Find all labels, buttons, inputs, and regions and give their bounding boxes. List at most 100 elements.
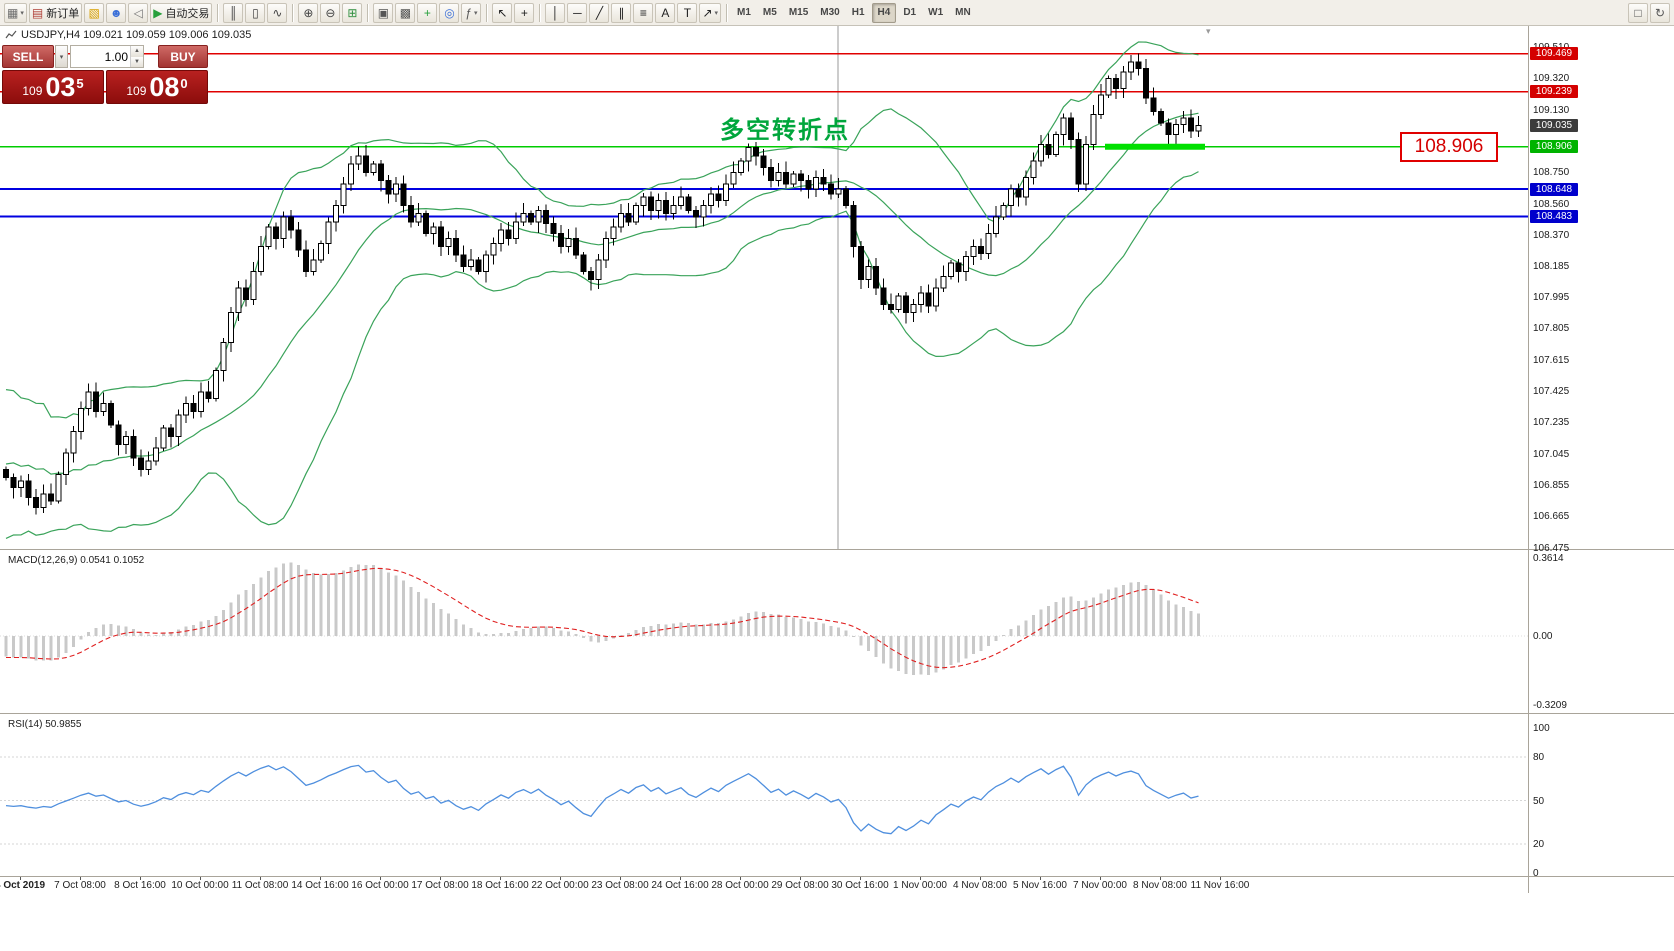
rsi-panel[interactable] (0, 715, 1528, 876)
main-chart[interactable] (0, 26, 1528, 549)
vertical-line-button[interactable]: │ (545, 2, 566, 23)
time-axis-label: 8 Oct 16:00 (114, 880, 166, 891)
one-click-price-row: 109 03 5 109 08 0 (2, 70, 208, 104)
one-click-order-row: SELL ▾ ▲ ▼ BUY (2, 45, 208, 68)
sell-button[interactable]: SELL (2, 45, 54, 68)
time-axis-tick (860, 877, 861, 880)
price-axis-label: 20 (1533, 839, 1545, 850)
arrows-button[interactable]: ↗ ▾ (699, 2, 722, 23)
time-axis-label: 24 Oct 16:00 (651, 880, 709, 891)
buy-price-point: 0 (180, 76, 188, 91)
volume-down-icon[interactable]: ▼ (131, 56, 143, 67)
price-axis-badge: 109.469 (1530, 47, 1578, 61)
text-icon: A (661, 5, 670, 20)
bar-chart-button[interactable]: ║ (223, 2, 244, 23)
time-axis-tick (20, 877, 21, 880)
time-axis[interactable]: 4 Oct 2019 7 Oct 08:00 8 Oct 16:00 10 Oct 0… (0, 877, 1528, 893)
trendline-button[interactable]: ╱ (589, 2, 610, 23)
time-axis-tick (560, 877, 561, 880)
cursor-button[interactable]: ↖ (492, 2, 513, 23)
candle-chart-button[interactable]: ▯ (245, 2, 266, 23)
channel-button[interactable]: ∥ (611, 2, 632, 23)
arrange-windows-button[interactable]: ▩ (395, 2, 416, 23)
refresh-icon: ↻ (1654, 5, 1666, 20)
templates-button[interactable]: ▧ (84, 2, 105, 23)
zoom-in-button[interactable]: ⊕ (298, 2, 319, 23)
new-chart-button[interactable]: ▦ ▾ (4, 2, 27, 23)
horizontal-line-icon: ─ (573, 5, 582, 20)
tf-w1-button[interactable]: W1 (923, 3, 948, 23)
fibonacci-button[interactable]: ≡ (633, 2, 654, 23)
volume-input[interactable] (71, 46, 130, 67)
volume-spinner: ▲ ▼ (130, 46, 143, 67)
depth-of-market-button[interactable]: ◎ (439, 2, 460, 23)
tf-d1-button[interactable]: D1 (898, 3, 921, 23)
chart-shift-marker-icon[interactable]: ▾ (1206, 26, 1211, 36)
time-axis-label: 11 Nov 16:00 (1190, 880, 1250, 891)
time-axis-label: 29 Oct 08:00 (771, 880, 829, 891)
price-axis-label: 0.00 (1533, 631, 1553, 642)
time-axis-tick (620, 877, 621, 880)
arrange-windows-icon: ▩ (399, 5, 412, 20)
trendline-icon: ╱ (595, 5, 604, 20)
tf-h4-button[interactable]: H4 (871, 2, 897, 23)
label-button[interactable]: T (677, 2, 698, 23)
text-button[interactable]: A (655, 2, 676, 23)
profiles-button[interactable]: ☻ (106, 2, 127, 23)
macd-label: MACD(12,26,9) 0.0541 0.1052 (8, 555, 145, 566)
time-axis-label: 7 Nov 00:00 (1073, 880, 1127, 891)
price-axis-badge: 109.239 (1530, 85, 1578, 99)
alerts-icon: ◁ (133, 5, 143, 20)
indicators-button[interactable]: ƒ ▾ (461, 2, 482, 23)
price-axis-badge: 108.483 (1530, 209, 1578, 223)
tf-m1-button-label: M1 (737, 7, 751, 18)
sell-price-pips: 03 (45, 71, 76, 102)
price-callout-label[interactable]: 108.906 (1400, 132, 1498, 162)
time-axis-label: 18 Oct 16:00 (471, 880, 529, 891)
price-axis-label: 100 (1533, 723, 1550, 734)
price-axis-label: 108.560 (1533, 198, 1570, 210)
new-order-button[interactable]: ▤ 新订单 (28, 2, 83, 23)
window-button[interactable]: □ (1628, 2, 1648, 23)
volume-up-icon[interactable]: ▲ (131, 46, 143, 57)
time-axis-tick (1040, 877, 1041, 880)
toolbar-items: ▦ ▾ ▤ 新订单 ▧ ☻ ◁ ▶ 自动交易 ║ ▯ ∿ ⊕ ⊖ ⊞ ▣ ▩ + ◎ ƒ ▾ ↖ + │ ─ ╱ ∥ ≡ A T ↗ ▾ M1 M… (3, 0, 977, 25)
autotrading-button[interactable]: ▶ 自动交易 (150, 2, 213, 23)
tf-m15-button[interactable]: M15 (784, 3, 813, 23)
macd-panel[interactable] (0, 551, 1528, 712)
line-chart-button[interactable]: ∿ (267, 2, 288, 23)
tf-m1-button[interactable]: M1 (732, 3, 756, 23)
tile-windows-button[interactable]: ⊞ (342, 2, 363, 23)
time-axis-label: 7 Oct 08:00 (54, 880, 106, 891)
dropdown-icon: ▾ (20, 9, 24, 17)
horizontal-line-button[interactable]: ─ (567, 2, 588, 23)
buy-price-display[interactable]: 109 08 0 (106, 70, 208, 104)
time-axis-tick (500, 877, 501, 880)
tf-h1-button[interactable]: H1 (847, 3, 870, 23)
sell-price-display[interactable]: 109 03 5 (2, 70, 104, 104)
refresh-button[interactable]: ↻ (1650, 2, 1670, 23)
tf-m30-button[interactable]: M30 (815, 3, 844, 23)
new-order-button-label: 新订单 (46, 7, 80, 20)
quick-order-button[interactable]: + (417, 2, 438, 23)
price-axis-label: -0.3209 (1533, 700, 1567, 712)
fibonacci-icon: ≡ (639, 5, 647, 20)
toolbar-separator (367, 3, 369, 22)
dropdown-icon: ▾ (474, 9, 478, 17)
time-axis-label: 4 Oct 2019 (0, 880, 46, 891)
time-axis-tick (1160, 877, 1161, 880)
price-axis[interactable]: 109.510109.320109.130108.750108.560108.3… (1529, 26, 1673, 886)
alerts-button[interactable]: ◁ (128, 2, 149, 23)
new-order-icon: ▤ (31, 5, 44, 20)
chart-annotation-text[interactable]: 多空转折点 (720, 117, 850, 144)
panel-separator[interactable] (0, 549, 1674, 550)
crosshair-button[interactable]: + (514, 2, 535, 23)
cascade-windows-button[interactable]: ▣ (373, 2, 394, 23)
zoom-out-button[interactable]: ⊖ (320, 2, 341, 23)
one-click-dropdown-icon[interactable]: ▾ (55, 45, 68, 68)
time-axis-tick (440, 877, 441, 880)
buy-button[interactable]: BUY (158, 45, 208, 68)
tf-m5-button[interactable]: M5 (758, 3, 782, 23)
panel-separator[interactable] (0, 713, 1674, 714)
tf-mn-button[interactable]: MN (950, 3, 976, 23)
